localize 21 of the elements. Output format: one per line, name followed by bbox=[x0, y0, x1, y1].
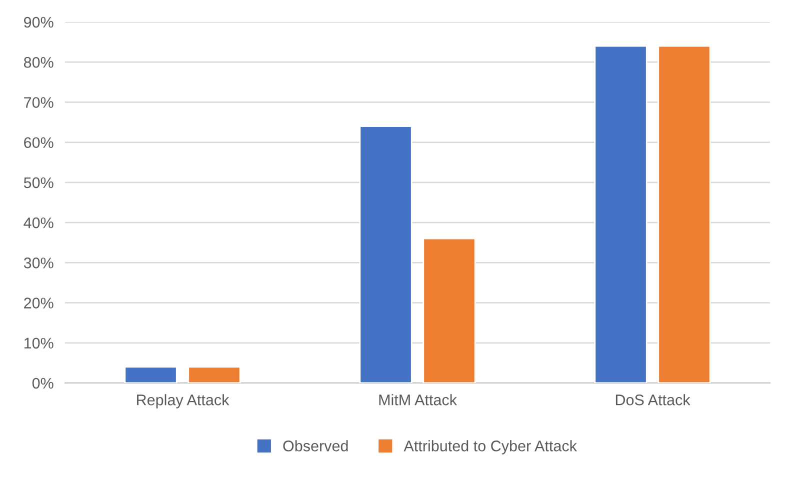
y-tick-label: 90% bbox=[24, 16, 54, 28]
y-tick-label: 10% bbox=[24, 338, 54, 349]
bar bbox=[422, 238, 476, 383]
y-tick-label: 30% bbox=[24, 258, 54, 268]
y-tick-label: 80% bbox=[24, 56, 54, 68]
y-tick-label: 50% bbox=[24, 177, 54, 188]
bar bbox=[188, 366, 241, 383]
y-tick-label: 20% bbox=[24, 298, 54, 308]
y-tick-label: 70% bbox=[24, 97, 54, 108]
x-tick-label: Replay Attack bbox=[137, 394, 230, 408]
y-tick-label: 60% bbox=[24, 137, 54, 148]
x-tick-label: DoS Attack bbox=[616, 394, 690, 406]
y-tick-label: 0% bbox=[32, 378, 54, 389]
bar bbox=[594, 45, 648, 383]
bar bbox=[658, 45, 711, 383]
x-tick-label: MitM Attack bbox=[379, 394, 457, 406]
y-tick-label: 40% bbox=[24, 217, 54, 228]
bar bbox=[124, 366, 178, 383]
legend-label: Observed bbox=[283, 440, 348, 452]
legend-label: Attributed to Cyber Attack bbox=[404, 440, 577, 454]
bar bbox=[359, 126, 412, 383]
